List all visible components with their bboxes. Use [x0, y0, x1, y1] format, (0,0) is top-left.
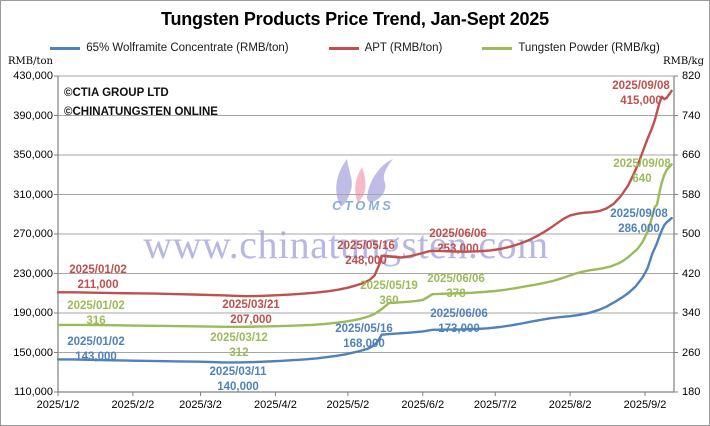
y-axis-left-tick-label: 110,000 [14, 386, 53, 398]
copyright-line-2: ©CHINATUNGSTEN ONLINE [64, 106, 218, 118]
data-label-tungsten-powder: 2025/01/02 316 [67, 299, 125, 329]
x-axis-tick-label: 2025/7/2 [473, 399, 517, 411]
data-label-wolframite: 2025/05/16 168,000 [335, 322, 393, 352]
data-label-wolframite: 2025/09/08 286,000 [610, 207, 668, 237]
legend-item-apt: APT (RMB/ton) [328, 42, 443, 54]
data-label-value: 140,000 [217, 381, 259, 393]
x-axis-tick-label: 2025/3/2 [179, 399, 222, 411]
data-label-apt: 2025/01/02 211,000 [69, 263, 127, 293]
data-label-value: 360 [379, 295, 399, 307]
y-axis-left-tick-label: 190,000 [13, 307, 53, 319]
y-axis-right-tick-label: 260 [682, 346, 701, 359]
data-label-value: 316 [86, 315, 106, 327]
y-axis-right-tick-label: 420 [682, 267, 701, 280]
data-label-date: 2025/09/08 [613, 158, 671, 170]
y-axis-left-tick-label: 390,000 [13, 109, 53, 122]
y-axis-right-tick-label: 820 [682, 70, 701, 82]
y-axis-right-tick-label: 740 [682, 109, 701, 122]
y-axis-right-tick-label: 340 [682, 307, 701, 319]
y-axis-left-tick-label: 270,000 [13, 228, 53, 240]
y-axis-left-tick-label: 310,000 [13, 188, 53, 201]
x-axis-tick-label: 2025/1/2 [36, 399, 80, 411]
y-axis-left-tick-label: 350,000 [13, 149, 53, 161]
data-label-tungsten-powder: 2025/09/08 640 [613, 157, 671, 187]
data-label-date: 2025/06/06 [429, 228, 487, 240]
data-label-date: 2025/01/02 [69, 264, 127, 276]
data-label-wolframite: 2025/03/11 140,000 [210, 365, 267, 395]
data-label-date: 2025/01/02 [67, 336, 125, 348]
data-label-tungsten-powder: 2025/03/12 312 [210, 331, 268, 361]
data-label-value: 211,000 [77, 279, 119, 291]
legend: 65% Wolframite Concentrate (RMB/ton) APT… [1, 42, 709, 54]
legend-line-sample-apt [328, 46, 359, 50]
chart-title: Tungsten Products Price Trend, Jan-Sept … [161, 9, 549, 29]
data-label-value: 173,000 [438, 323, 480, 335]
data-label-date: 2025/01/02 [67, 300, 125, 312]
data-label-date: 2025/09/08 [612, 80, 670, 92]
data-label-value: 248,000 [345, 255, 387, 267]
x-axis-tick-label: 2025/5/2 [326, 399, 370, 411]
data-label-date: 2025/03/12 [210, 332, 268, 344]
data-label-date: 2025/09/08 [610, 208, 668, 220]
data-label-apt: 2025/03/21 207,000 [222, 298, 280, 328]
x-axis-tick-label: 2025/2/2 [111, 399, 155, 411]
x-axis-tick-label: 2025/4/2 [253, 399, 297, 411]
data-label-date: 2025/03/11 [209, 366, 267, 378]
data-label-value: 168,000 [343, 338, 385, 350]
data-label-apt: 2025/06/06 253,000 [429, 227, 487, 257]
x-axis-tick-label: 2025/9/2 [623, 399, 667, 411]
data-label-value: 378 [446, 288, 466, 300]
series-line-apt [56, 89, 673, 298]
y-axis-right-tick-label: 500 [682, 228, 701, 240]
x-axis-tick-label: 2025/6/2 [401, 399, 445, 411]
data-label-tungsten-powder: 2025/05/19 360 [360, 279, 418, 309]
data-label-date: 2025/05/16 [335, 323, 393, 335]
series-line-tungsten-powder [56, 163, 673, 328]
data-label-value: 640 [632, 173, 652, 185]
legend-item-wolframite: 65% Wolframite Concentrate (RMB/ton) [50, 42, 289, 54]
data-label-value: 143,000 [75, 351, 117, 363]
data-label-tungsten-powder: 2025/06/06 378 [427, 272, 485, 302]
copyright-notice: ©CTIA GROUP LTD ©CHINATUNGSTEN ONLINE [64, 84, 218, 122]
legend-label-apt: APT (RMB/ton) [364, 42, 443, 54]
x-axis-tick-label: 2025/8/2 [548, 399, 592, 411]
y-axis-right-tick-label: 180 [682, 386, 701, 398]
data-label-apt: 2025/05/16 248,000 [337, 239, 395, 269]
left-axis-unit-label: RMB/ton [8, 56, 53, 67]
legend-line-sample-wolframite [50, 46, 81, 50]
data-label-value: 312 [229, 347, 249, 359]
data-label-wolframite: 2025/01/02 143,000 [67, 335, 125, 365]
legend-label-tungsten-powder: Tungsten Powder (RMB/kg) [518, 42, 660, 54]
series-line-wolframite [56, 216, 673, 364]
data-label-value: 253,000 [437, 243, 479, 255]
data-label-wolframite: 2025/06/06 173,000 [430, 307, 488, 337]
data-label-date: 2025/06/06 [430, 308, 488, 320]
data-label-value: 415,000 [620, 95, 662, 107]
data-label-value: 207,000 [230, 314, 272, 326]
data-label-date: 2025/05/16 [337, 240, 395, 252]
data-label-date: 2025/05/19 [360, 280, 418, 292]
y-axis-right-tick-label: 660 [682, 149, 701, 161]
y-axis-left-tick-label: 430,000 [13, 70, 53, 82]
data-label-date: 2025/06/06 [427, 273, 485, 285]
legend-line-sample-tungsten-powder [482, 46, 513, 50]
y-axis-right-tick-label: 580 [682, 188, 701, 201]
legend-label-wolframite: 65% Wolframite Concentrate (RMB/ton) [86, 42, 289, 54]
data-label-value: 286,000 [618, 223, 660, 235]
copyright-line-1: ©CTIA GROUP LTD [64, 87, 169, 99]
data-label-date: 2025/03/21 [222, 299, 280, 311]
y-axis-left-tick-label: 150,000 [13, 346, 53, 359]
right-axis-unit-label: RMB/kg [663, 56, 704, 67]
y-axis-left-tick-label: 230,000 [13, 267, 53, 280]
data-label-apt: 2025/09/08 415,000 [612, 79, 670, 109]
legend-item-tungsten-powder: Tungsten Powder (RMB/kg) [482, 42, 660, 54]
